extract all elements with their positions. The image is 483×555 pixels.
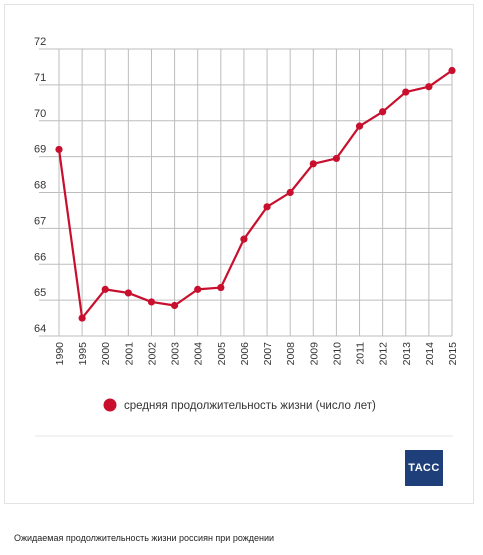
series-line <box>57 69 453 320</box>
data-point <box>402 88 410 96</box>
x-tick-label: 1995 <box>77 342 89 366</box>
logo-text: ТАСС <box>408 462 440 474</box>
x-tick-label: 2008 <box>285 342 297 366</box>
x-tick-label: 2000 <box>100 342 112 366</box>
data-point <box>217 283 225 292</box>
figure-caption: Ожидаемая продолжительность жизни россия… <box>14 533 275 543</box>
data-point <box>355 122 364 130</box>
x-tick-label: 2006 <box>239 342 251 366</box>
y-tick-label: 70 <box>34 108 46 120</box>
data-point <box>379 108 387 116</box>
y-tick-label: 71 <box>34 72 46 84</box>
y-tick-label: 69 <box>34 144 46 156</box>
x-tick-label: 2004 <box>193 342 205 366</box>
legend-marker <box>103 398 117 412</box>
data-point <box>55 145 63 154</box>
data-point <box>286 188 294 197</box>
x-tick-label: 2007 <box>262 342 274 366</box>
y-tick-label: 67 <box>34 215 46 227</box>
data-point <box>78 314 86 322</box>
x-tick-label: 2001 <box>123 342 135 366</box>
y-tick-label: 65 <box>34 287 46 299</box>
x-tick-label: 2015 <box>447 342 459 366</box>
chart-card: 64 65 66 67 68 69 70 71 72 1990 1995 2000 2001 2002 2… <box>4 4 474 504</box>
x-tick-label: 2009 <box>308 342 320 366</box>
data-point <box>309 160 317 168</box>
tass-logo: ТАСС <box>405 450 443 486</box>
x-tick-label: 2014 <box>424 342 436 366</box>
x-tick-label: 1990 <box>54 342 66 366</box>
data-point <box>240 235 248 243</box>
life-expectancy-chart: 64 65 66 67 68 69 70 71 72 1990 1995 2000 2001 2002 2… <box>34 36 459 437</box>
y-tick-label: 64 <box>34 323 46 335</box>
y-tick-label: 68 <box>34 180 46 192</box>
legend-label: средняя продолжительность жизни (число л… <box>124 400 376 412</box>
data-point <box>425 83 433 91</box>
data-point <box>101 285 109 293</box>
x-tick-label: 2005 <box>216 342 228 366</box>
y-tick-label: 66 <box>34 251 46 263</box>
data-point <box>332 154 341 163</box>
x-tick-label: 2013 <box>401 342 413 366</box>
data-point <box>170 301 179 310</box>
y-tick-label: 72 <box>34 36 46 48</box>
x-tick-label: 2003 <box>170 342 182 366</box>
data-point <box>124 289 132 297</box>
x-tick-label: 2002 <box>146 342 158 366</box>
data-point <box>263 203 271 211</box>
data-point <box>147 298 156 306</box>
x-tick-label: 2010 <box>331 342 343 366</box>
data-point <box>194 285 202 293</box>
x-tick-label: 2011 <box>355 342 367 365</box>
data-point <box>448 66 456 75</box>
x-tick-label: 2012 <box>378 342 390 366</box>
